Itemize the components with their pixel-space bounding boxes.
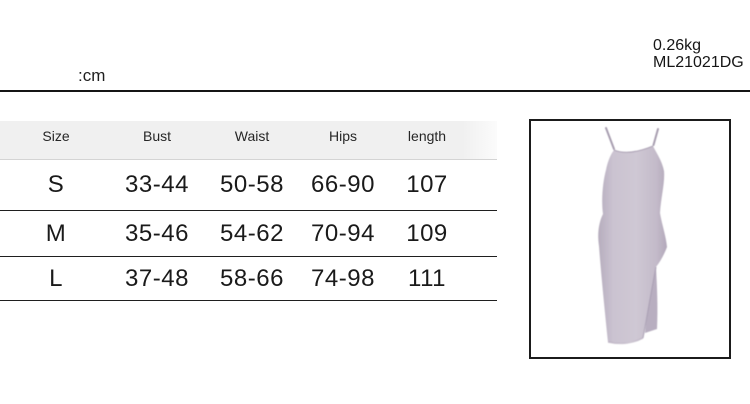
size-table-row-l: L 37-48 58-66 74-98 111 — [0, 257, 497, 301]
dress-body — [598, 146, 667, 343]
cell-length: 109 — [406, 219, 448, 247]
size-table-header-row: Size Bust Waist Hips length — [0, 121, 497, 160]
cell-waist: 50-58 — [220, 171, 284, 198]
cell-hips: 74-98 — [311, 264, 375, 292]
cell-bust: 33-44 — [125, 171, 189, 198]
product-photo-frame — [529, 119, 731, 359]
cell-length: 107 — [406, 171, 448, 198]
dress-strap-left — [605, 127, 615, 150]
dress-hem-shadow — [607, 337, 644, 345]
dress-slit-back-panel — [645, 267, 658, 333]
cell-bust: 35-46 — [125, 219, 189, 247]
cell-hips: 70-94 — [311, 219, 375, 247]
cell-waist: 54-62 — [220, 219, 284, 247]
dress-photo — [598, 127, 667, 345]
cell-hips: 66-90 — [311, 171, 375, 198]
size-table: Size Bust Waist Hips length S 33-44 50-5… — [0, 121, 497, 301]
cell-bust: 37-48 — [125, 264, 189, 292]
dress-neckline — [613, 145, 654, 153]
cell-size: L — [49, 264, 63, 292]
product-style-code: ML21021DG — [653, 54, 744, 71]
cell-length: 111 — [408, 264, 446, 292]
header-cell-size: Size — [42, 128, 70, 144]
header-cell-bust: Bust — [142, 128, 171, 144]
product-weight: 0.26kg — [653, 37, 702, 54]
size-table-row-s: S 33-44 50-58 66-90 107 — [0, 160, 497, 211]
product-meta: 0.26kg ML21021DG — [653, 37, 744, 71]
header-cell-waist: Waist — [234, 128, 270, 144]
header-cell-hips: Hips — [328, 128, 357, 144]
cell-size: M — [45, 219, 67, 247]
cell-waist: 58-66 — [220, 264, 284, 292]
header-cell-length: length — [407, 128, 447, 144]
size-table-row-m: M 35-46 54-62 70-94 109 — [0, 211, 497, 257]
dress-slit-line — [642, 266, 657, 339]
cell-size: S — [47, 171, 65, 198]
dress-strap-right — [652, 128, 659, 146]
divider-line — [0, 90, 750, 92]
unit-note: :cm — [78, 66, 106, 85]
